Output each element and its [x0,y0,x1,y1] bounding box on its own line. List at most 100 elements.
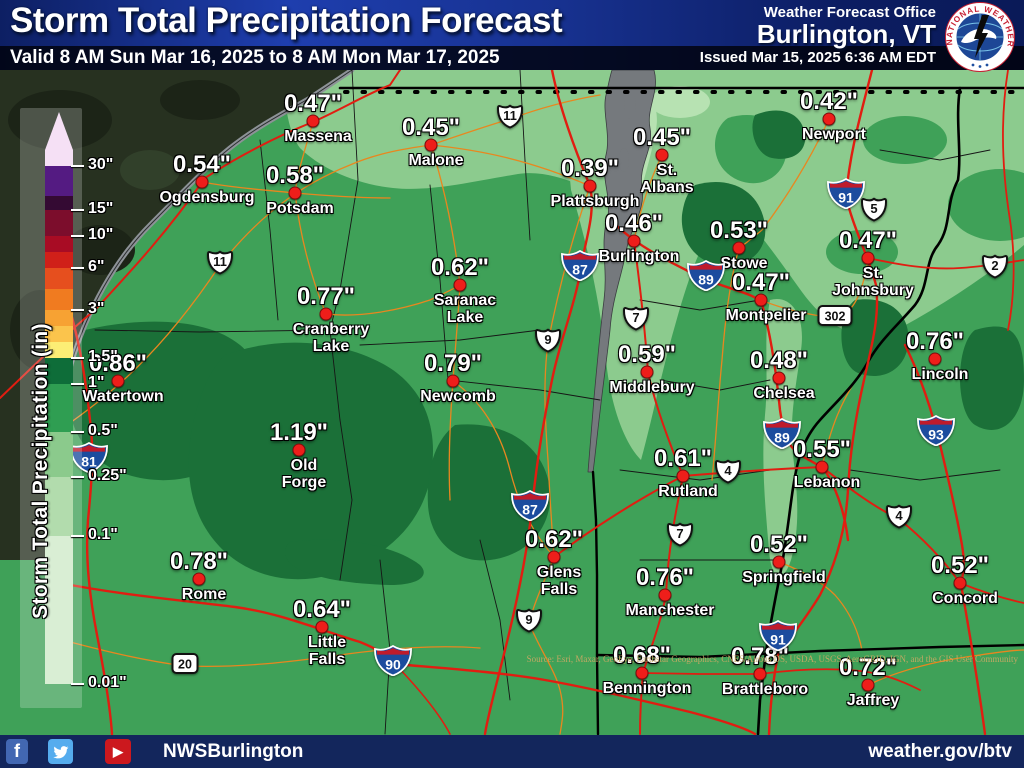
us-route-shield-icon: 7 [666,522,694,547]
svg-text:91: 91 [770,632,786,648]
station-dot [111,374,125,388]
twitter-icon[interactable] [48,739,73,764]
station-dot [583,179,597,193]
svg-text:302: 302 [825,310,846,324]
station-value: 1.19" [269,419,329,446]
station-label: Potsdam [266,200,334,217]
station-value: 0.78" [169,548,229,575]
svg-text:11: 11 [213,254,227,269]
office-label: Weather Forecast Office [763,4,936,21]
station-value: 0.46" [604,210,664,237]
station-label: Rutland [658,483,718,500]
station-label: Concord [932,590,998,607]
facebook-icon[interactable]: f [6,739,28,764]
interstate-shield-icon: 91 [827,177,865,210]
us-route-shield-icon: 7 [622,306,650,331]
interstate-shield-icon: 89 [687,259,725,292]
station-label: Saranac [433,292,497,309]
route-shield-91: 91 [827,177,865,214]
us-route-shield-icon: 4 [885,504,913,529]
social-handle: NWSBurlington [163,741,304,762]
station-value: 0.47" [731,269,791,296]
station-value: 0.58" [265,162,325,189]
route-shield-7: 7 [622,306,650,337]
station-label: Old [290,457,318,474]
svg-text:20: 20 [178,658,192,672]
station-dot [195,175,209,189]
svg-text:4: 4 [724,463,732,478]
station-label: Newcomb [420,388,496,405]
route-shield-11: 11 [496,104,524,135]
station-label: Forge [281,474,327,491]
footer-bar: f ▶ NWSBurlington weather.gov/btv [0,735,1024,768]
station-dot [306,114,320,128]
station-dot [772,555,786,569]
station-value: 0.62" [524,526,584,553]
us-route-shield-icon: 2 [981,254,1009,279]
station-label: Middlebury [609,379,695,396]
route-shield-93: 93 [917,414,955,451]
page-title: Storm Total Precipitation Forecast [10,1,563,40]
station-label: Little [307,634,347,651]
station-label: St. [656,162,678,179]
station-label: Massena [284,128,352,145]
us-route-shield-icon: 5 [860,197,888,222]
svg-text:7: 7 [676,526,683,541]
interstate-shield-icon: 89 [763,417,801,450]
station-dot [772,371,786,385]
station-dot [315,620,329,634]
station-label: Jaffrey [846,692,900,709]
route-shield-11: 11 [206,250,234,281]
station-label: Ogdensburg [159,189,255,206]
legend-title: Storm Total Precipitation (in) [29,323,52,619]
youtube-icon[interactable]: ▶ [105,739,131,764]
station-label: Burlington [598,248,680,265]
svg-text:11: 11 [503,108,517,123]
route-shield-4: 4 [885,504,913,535]
station-value: 0.79" [423,350,483,377]
office-name: Burlington, VT [756,19,936,49]
station-label: Cranberry [292,321,370,338]
station-dot [815,460,829,474]
route-shield-81: 81 [70,441,108,478]
twitter-bird-icon [52,745,68,758]
station-dot [676,469,690,483]
interstate-shield-icon: 93 [917,414,955,447]
route-shield-20: 20 [171,653,199,680]
station-dot [547,550,561,564]
station-value: 0.52" [749,531,809,558]
station-label: Malone [408,152,464,169]
office-block: Weather Forecast Office Burlington, VT [757,4,936,48]
route-shield-89: 89 [763,417,801,454]
station-dot [288,186,302,200]
route-shield-9: 9 [515,608,543,639]
svg-text:81: 81 [81,454,97,470]
station-value: 0.39" [560,155,620,182]
station-value: 0.59" [617,341,677,368]
station-dot [732,241,746,255]
station-label: Lincoln [911,366,969,383]
station-dot [754,293,768,307]
station-value: 0.47" [838,227,898,254]
route-shield-2: 2 [981,254,1009,285]
issued-timestamp: Issued Mar 15, 2025 6:36 AM EDT [699,49,936,66]
svg-text:9: 9 [525,612,532,627]
station-label: Brattleboro [721,681,809,698]
station-dot [953,576,967,590]
station-label: Newport [802,126,866,143]
route-shield-7: 7 [666,522,694,553]
route-shield-90: 90 [374,644,412,681]
station-dot [822,112,836,126]
route-shield-9: 9 [534,328,562,359]
station-label: Falls [308,651,346,668]
interstate-shield-icon: 87 [511,489,549,522]
svg-text:5: 5 [870,201,877,216]
svg-text:2: 2 [991,258,998,273]
us-route-shield-icon: 9 [515,608,543,633]
station-dot [861,678,875,692]
website-url[interactable]: weather.gov/btv [868,741,1012,762]
station-label: Lake [446,309,484,326]
station-label: Springfield [742,569,826,586]
station-label: Johnsbury [832,282,914,299]
